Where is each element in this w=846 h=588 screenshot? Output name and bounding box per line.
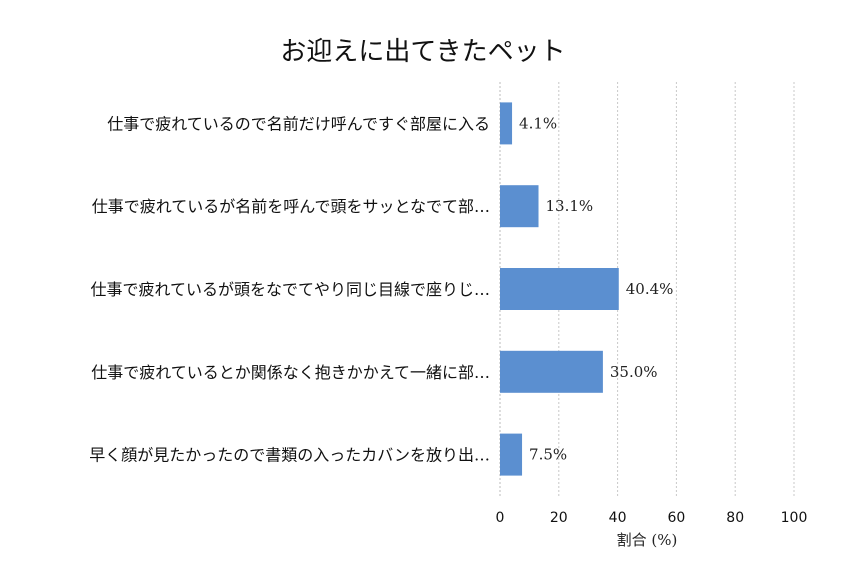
category-label: 早く顔が見たかったので書類の入ったカバンを放り出… — [89, 446, 490, 465]
bar-5 — [500, 433, 523, 476]
x-tick-label: 0 — [496, 510, 505, 526]
category-label: 仕事で疲れているので名前だけ呼んですぐ部屋に入る — [107, 114, 490, 133]
value-label: 4.1% — [519, 114, 557, 132]
value-label: 13.1% — [546, 197, 594, 215]
x-tick-label: 100 — [781, 510, 808, 526]
chart-title: お迎えに出てきたペット — [280, 37, 565, 67]
category-label: 仕事で疲れているとか関係なく抱きかかえて一緒に部… — [91, 363, 490, 382]
value-label: 7.5% — [529, 446, 567, 464]
bar-2 — [500, 185, 539, 228]
bar-4 — [500, 350, 603, 393]
x-tick-label: 40 — [609, 510, 627, 526]
category-labels: 仕事で疲れているので名前だけ呼んですぐ部屋に入る仕事で疲れているが名前を呼んで頭… — [89, 114, 490, 464]
grid-lines — [499, 82, 795, 496]
category-label: 仕事で疲れているが名前を呼んで頭をサッとなでて部… — [92, 197, 490, 216]
x-axis-ticks: 0 20 40 60 80 100 — [496, 510, 808, 526]
x-axis-label: 割合 (%) — [617, 531, 678, 549]
bars — [500, 102, 619, 476]
bar-3 — [500, 268, 619, 310]
x-tick-label: 60 — [667, 510, 685, 526]
x-tick-label: 20 — [550, 510, 568, 526]
value-label: 35.0% — [610, 363, 658, 381]
value-labels: 4.1% 13.1% 40.4% 35.0% 7.5% — [519, 114, 673, 463]
x-tick-label: 80 — [726, 510, 744, 526]
value-label: 40.4% — [626, 280, 674, 298]
bar-1 — [500, 102, 513, 145]
category-label: 仕事で疲れているが頭をなでてやり同じ目線で座りじ… — [90, 280, 490, 299]
